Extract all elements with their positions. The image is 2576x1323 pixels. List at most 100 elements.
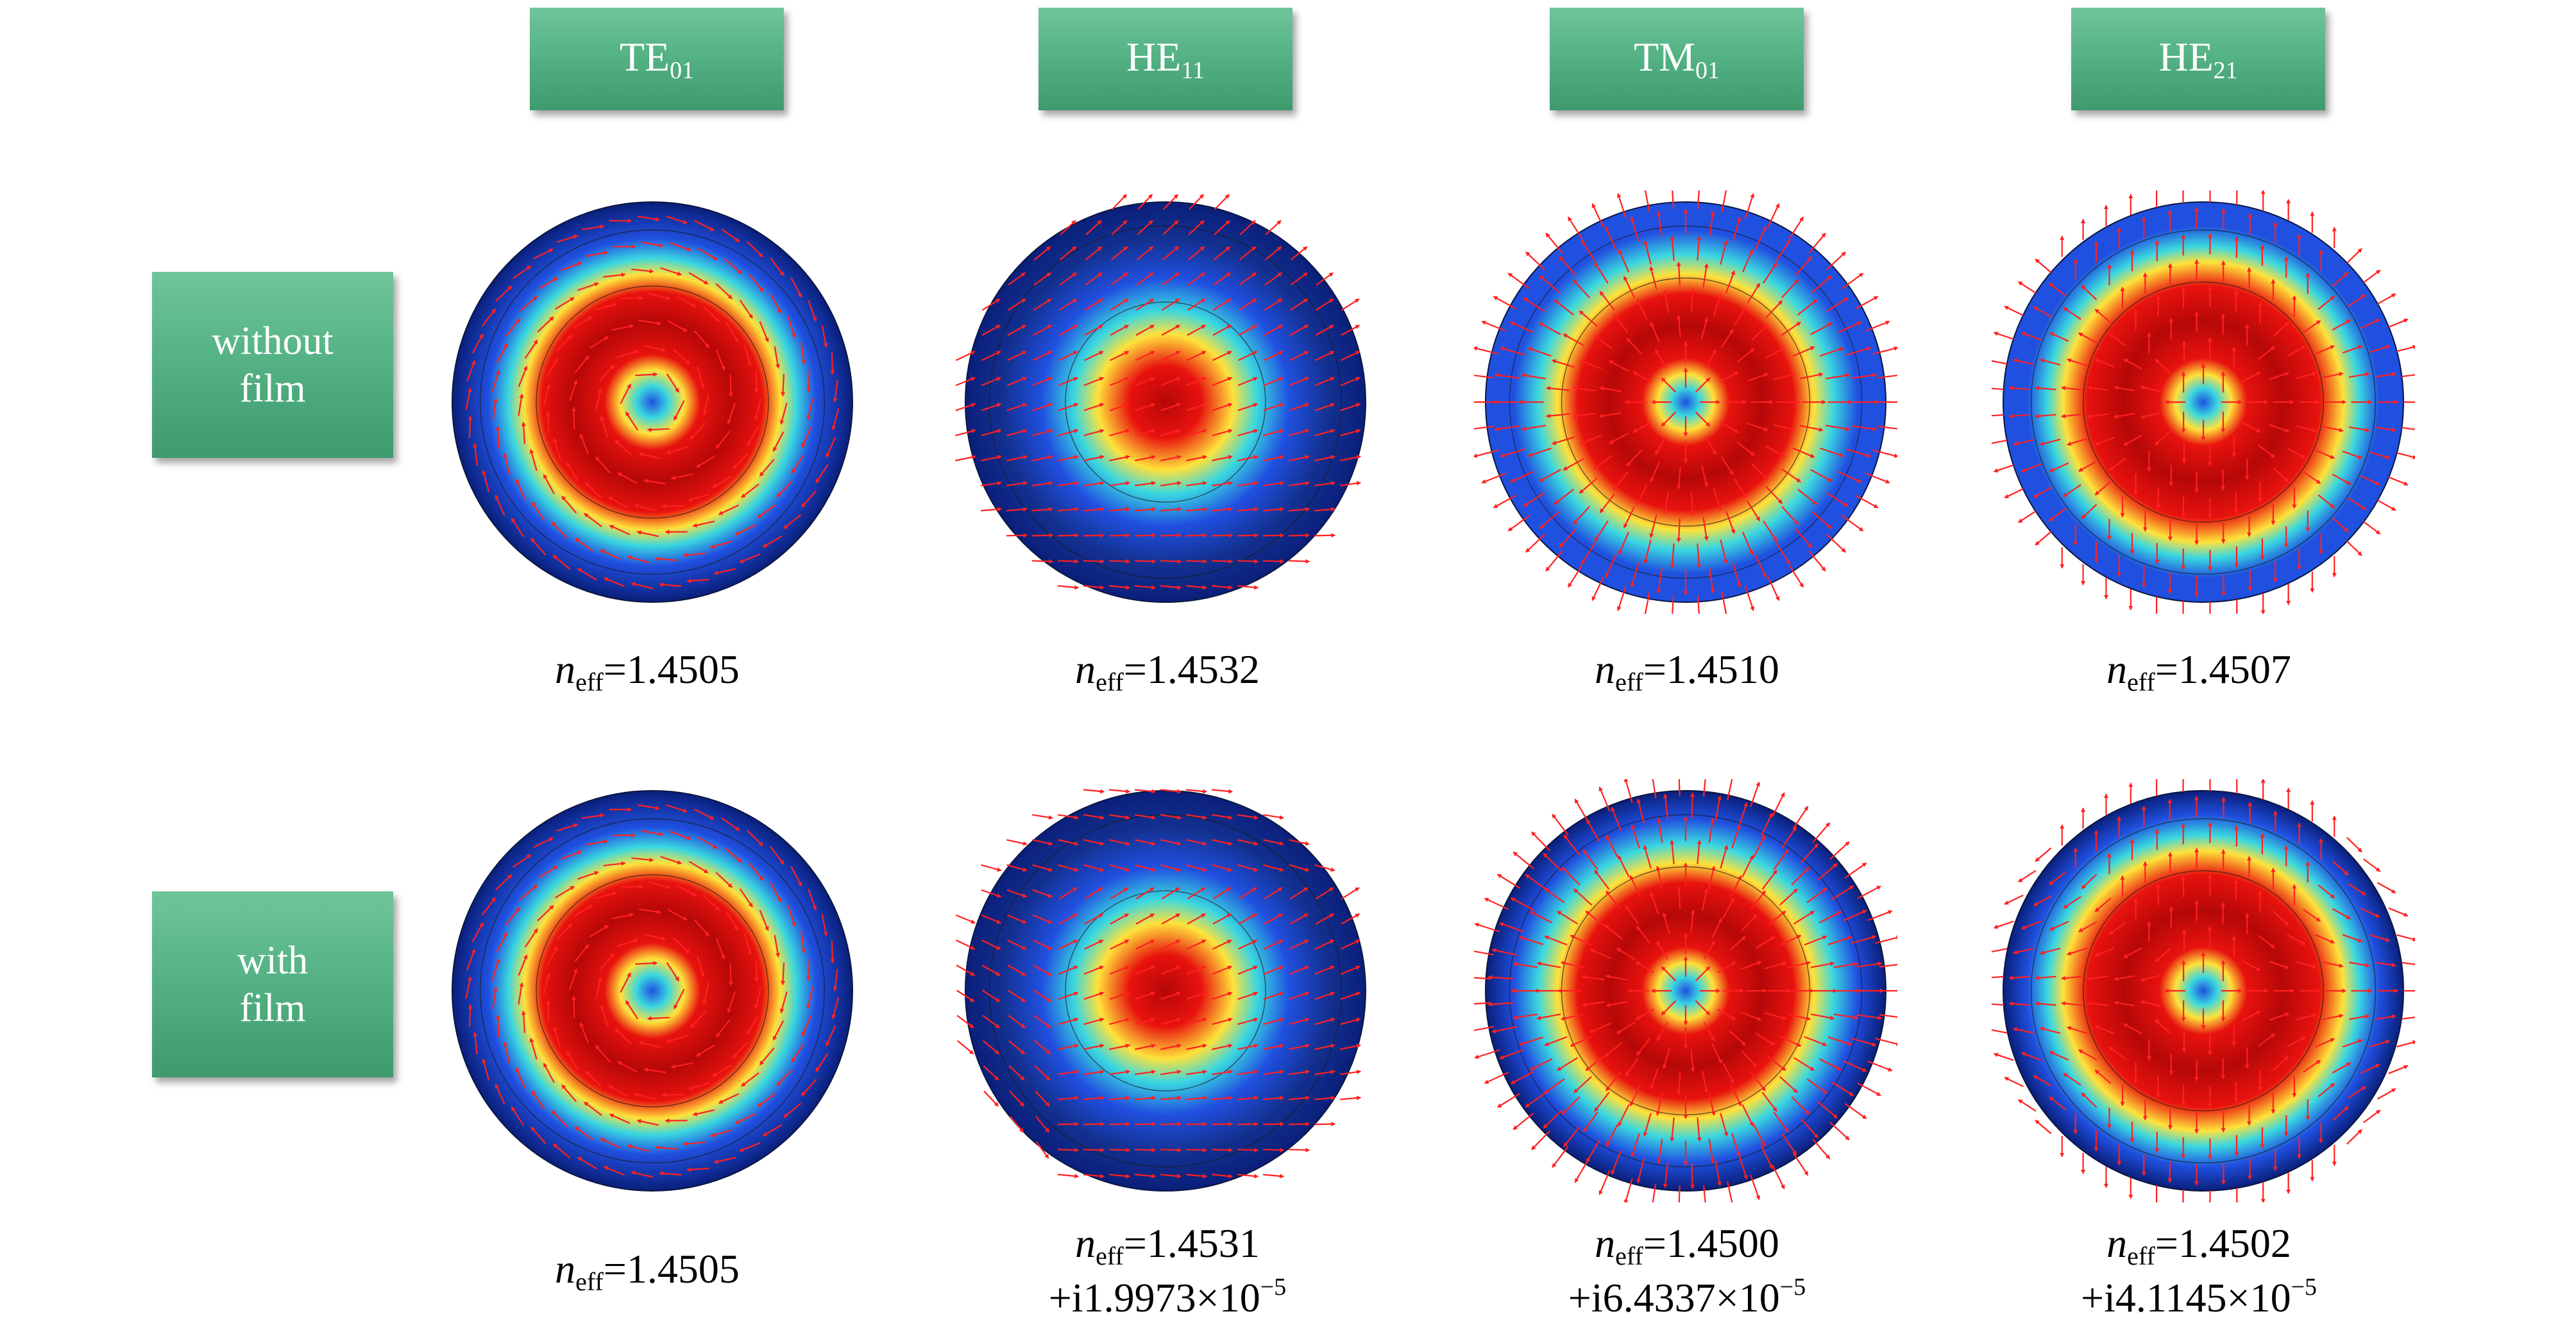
mode-field-svg — [1992, 190, 2415, 614]
field-arrow — [1263, 560, 1284, 561]
mode-plot-tm01-with-film — [1474, 779, 1897, 1202]
field-disc — [965, 791, 1366, 1191]
field-arrow — [1340, 1098, 1360, 1100]
field-arrow — [2004, 489, 2023, 498]
field-arrow — [1994, 333, 2013, 339]
field-arrow — [1813, 1139, 1829, 1159]
field-arrow — [2396, 453, 2415, 458]
mode-plot-he11-without-film — [954, 190, 1377, 614]
field-arrow — [1992, 415, 2004, 416]
field-arrow — [621, 298, 643, 299]
neff-label-he11-without-film: neff=1.4532 — [924, 645, 1411, 698]
field-arrow — [1813, 823, 1829, 843]
field-arrow — [832, 941, 833, 963]
mode-field-svg — [441, 779, 864, 1202]
field-arrow — [1994, 922, 2013, 928]
neff-label-he21-without-film: neff=1.4507 — [1955, 645, 2443, 698]
field-arrow — [1109, 1124, 1130, 1125]
field-arrow — [1263, 1149, 1284, 1150]
field-arrow — [955, 457, 975, 461]
field-arrow — [1513, 852, 1533, 868]
field-arrow — [1793, 1154, 1808, 1176]
field-arrow — [548, 412, 549, 434]
field-arrow — [2389, 319, 2408, 327]
field-arrow — [1058, 1174, 1078, 1176]
field-arrow — [1083, 1149, 1104, 1150]
field-arrow — [1809, 551, 1826, 571]
field-arrow — [1263, 1174, 1284, 1176]
field-disc — [452, 202, 852, 602]
field-arrow — [573, 408, 574, 430]
field-arrow — [1109, 1149, 1130, 1150]
field-arrow — [1160, 535, 1181, 536]
field-arrow — [2396, 346, 2415, 351]
mode-header-he21: HE21 — [2071, 8, 2325, 110]
field-arrow — [1058, 1124, 1078, 1125]
field-arrow — [1830, 1122, 1849, 1140]
mode-plot-tm01-without-film — [1474, 190, 1897, 614]
field-arrow — [1083, 1124, 1104, 1125]
field-arrow — [1773, 1165, 1784, 1188]
field-arrow — [1526, 252, 1545, 270]
field-arrow — [1858, 886, 1881, 898]
field-arrow — [1135, 1149, 1155, 1150]
field-arrow — [1263, 535, 1284, 536]
field-arrow — [1237, 535, 1258, 536]
field-arrow — [2378, 1089, 2396, 1099]
neff-label-tm01-with-film: neff=1.4500 +i6.4337×10−5 — [1443, 1218, 1931, 1323]
field-arrow — [1006, 840, 1026, 845]
field-arrow — [1266, 221, 1281, 235]
field-arrow — [1992, 388, 2004, 389]
field-arrow — [1552, 814, 1568, 835]
field-arrow — [2378, 500, 2396, 510]
neff-label-te01-without-film: neff=1.4505 — [403, 645, 891, 698]
field-arrow — [2347, 1130, 2362, 1144]
field-arrow — [1109, 560, 1130, 561]
field-arrow — [1263, 1124, 1284, 1125]
field-arrow — [1575, 799, 1588, 822]
field-arrow — [1186, 560, 1207, 561]
field-arrow — [1083, 560, 1104, 561]
field-arrow — [2402, 428, 2415, 430]
field-arrow — [1237, 1149, 1258, 1150]
mode-plot-he21-with-film — [1992, 779, 2415, 1202]
field-arrow — [2019, 1100, 2036, 1111]
field-arrow — [1083, 789, 1104, 791]
field-disc — [965, 202, 1366, 602]
field-arrow — [1032, 815, 1053, 818]
field-arrow — [1994, 465, 2013, 471]
field-arrow — [2364, 521, 2380, 534]
field-arrow — [1032, 535, 1053, 536]
field-arrow — [1215, 194, 1229, 209]
field-arrow — [1289, 1124, 1309, 1125]
field-arrow — [1212, 560, 1232, 561]
field-arrow — [1992, 948, 2007, 952]
field-arrow — [1160, 1149, 1181, 1150]
field-arrow — [1773, 793, 1784, 816]
field-arrow — [1546, 233, 1563, 253]
neff-label-he21-with-film: neff=1.4502 +i4.1145×10−5 — [1955, 1218, 2443, 1323]
field-arrow — [1992, 1029, 2007, 1033]
mode-field-svg — [1474, 779, 1897, 1202]
field-arrow — [2396, 1041, 2415, 1047]
field-arrow — [1135, 560, 1155, 561]
field-arrow — [1058, 586, 1078, 587]
field-arrow — [1212, 535, 1232, 536]
field-arrow — [1058, 560, 1078, 561]
field-arrow — [808, 959, 809, 981]
field-arrow — [1809, 233, 1826, 253]
field-arrow — [2389, 477, 2408, 485]
field-arrow — [1109, 535, 1130, 536]
field-arrow — [2019, 282, 2036, 293]
field-arrow — [1186, 1124, 1207, 1125]
field-arrow — [2004, 1077, 2023, 1086]
neff-label-he11-with-film: neff=1.4531 +i1.9973×10−5 — [924, 1218, 1411, 1323]
field-arrow — [1314, 535, 1335, 536]
field-arrow — [1793, 807, 1808, 829]
field-arrow — [1526, 534, 1545, 552]
field-arrow — [1237, 1124, 1258, 1125]
field-arrow — [498, 1015, 499, 1037]
field-arrow — [1135, 789, 1155, 791]
